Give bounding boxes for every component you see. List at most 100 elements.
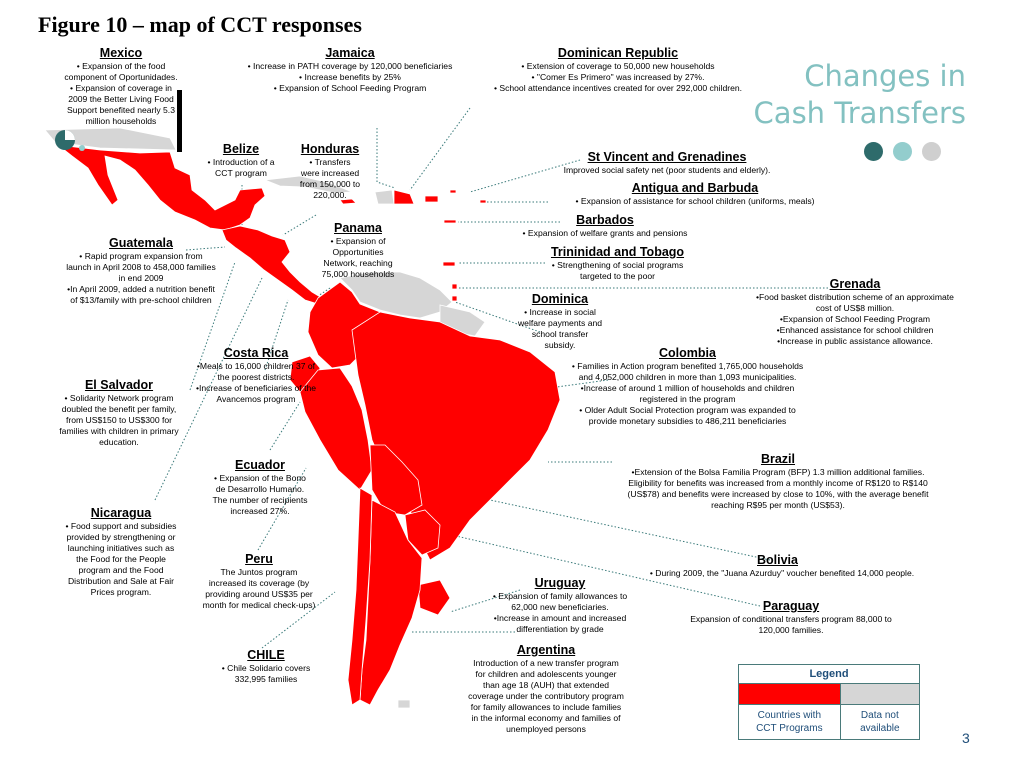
country-dominican-text: • Extension of coverage to 50,000 new ho…	[493, 61, 743, 93]
country-nicaragua-name: Nicaragua	[90, 506, 152, 520]
legend-title: Legend	[739, 665, 919, 684]
country-trinidad-text: • Strengthening of social programs targe…	[551, 260, 684, 281]
dominica-island	[451, 295, 458, 302]
leader-nicaragua	[154, 277, 263, 501]
country-guatemala-name: Guatemala	[109, 236, 173, 250]
legend-label-cct: Countries with CCT Programs	[739, 705, 841, 739]
country-peru: Peru The Juntos program increased its co…	[186, 552, 332, 611]
country-nicaragua: Nicaragua • Food support and subsidies p…	[46, 506, 196, 598]
country-stvincent: St Vincent and Grenadines Improved socia…	[532, 150, 802, 176]
country-antigua-name: Antigua and Barbuda	[631, 181, 759, 195]
leader-jamaica	[376, 128, 396, 189]
country-costarica-text: •Meals to 16,000 children 37 of the poor…	[195, 361, 317, 404]
country-grenada-name: Grenada	[829, 277, 881, 291]
leader-chile	[261, 591, 336, 649]
country-jamaica-name: Jamaica	[325, 46, 375, 60]
stvincent-island	[449, 189, 457, 194]
leader-dominica	[454, 301, 541, 333]
country-mexico-name: Mexico	[99, 46, 143, 60]
country-mexico-text: • Expansion of the food component of Opo…	[64, 61, 178, 126]
leader-guatemala	[185, 246, 226, 251]
country-argentina-text: Introduction of a new transfer program f…	[468, 658, 624, 734]
country-chile-name: CHILE	[247, 648, 285, 662]
legend-label-na: Data not available	[860, 710, 900, 734]
country-ecuador-name: Ecuador	[234, 458, 285, 472]
country-antigua-text: • Expansion of assistance for school chi…	[575, 196, 815, 206]
leader-elsalvador	[189, 261, 236, 391]
leader-dominican	[409, 107, 471, 191]
country-jamaica: Jamaica • Increase in PATH coverage by 1…	[222, 46, 478, 94]
country-barbados-name: Barbados	[576, 213, 634, 227]
map-legend: Legend Countries with CCT Programs Data …	[738, 664, 920, 740]
country-belize: Belize • Introduction of a CCT program	[195, 142, 287, 179]
country-honduras: Honduras • Transfers were increased from…	[285, 142, 375, 201]
country-costarica-name: Costa Rica	[223, 346, 289, 360]
country-nicaragua-text: • Food support and subsidies provided by…	[65, 521, 177, 597]
country-dominican-name: Dominican Republic	[557, 46, 679, 60]
country-colombia-name: Colombia	[659, 346, 716, 360]
peru-shape	[299, 367, 373, 491]
country-grenada-text: •Food basket distribution scheme of an a…	[756, 292, 954, 346]
grenada-island	[451, 283, 458, 290]
puerto-rico-shape	[424, 195, 439, 203]
brand-dot-grey	[922, 142, 941, 161]
leader-panama	[317, 287, 331, 297]
brand-dots	[864, 142, 941, 161]
country-guatemala-text: • Rapid program expansion from launch in…	[66, 251, 216, 305]
legend-labels: Countries with CCT Programs Data not ava…	[739, 705, 919, 739]
cuba-shape	[264, 175, 353, 194]
barbados-island	[443, 219, 457, 224]
antigua-island	[479, 199, 487, 204]
trinidad-island	[442, 261, 456, 267]
country-barbados: Barbados • Expansion of welfare grants a…	[500, 213, 710, 239]
country-honduras-text: • Transfers were increased from 150,000 …	[299, 157, 361, 200]
country-antigua: Antigua and Barbuda • Expansion of assis…	[545, 181, 845, 207]
leader-stvincent	[469, 159, 581, 193]
country-dominica: Dominica • Increase in social welfare pa…	[500, 292, 620, 351]
country-peru-text: The Juntos program increased its coverag…	[202, 567, 316, 610]
country-uruguay-text: • Expansion of family allowances to 62,0…	[492, 591, 628, 634]
brand-line-2: Cash Transfers	[753, 96, 966, 130]
country-elsalvador-name: El Salvador	[84, 378, 154, 392]
country-jamaica-text: • Increase in PATH coverage by 120,000 b…	[247, 61, 453, 93]
country-elsalvador-text: • Solidarity Network program doubled the…	[59, 393, 179, 447]
leader-ecuador	[269, 401, 301, 451]
country-dominica-name: Dominica	[531, 292, 589, 306]
country-trinidad: Trininidad and Tobago • Strengthening of…	[530, 245, 705, 282]
legend-swatch-cct	[739, 684, 842, 704]
jamaica-shape	[339, 198, 357, 205]
country-panama-name: Panama	[334, 221, 382, 235]
falklands-shape	[397, 699, 411, 709]
legend-swatch-na	[841, 684, 919, 704]
country-colombia-text: • Families in Action program benefited 1…	[571, 361, 804, 426]
country-bolivia: Bolivia • During 2009, the "Juana Azurdu…	[618, 553, 946, 579]
country-elsalvador: El Salvador • Solidarity Network program…	[38, 378, 200, 448]
dominican-shape	[393, 189, 415, 205]
brand-line-1: Changes in	[804, 59, 966, 93]
country-grenada: Grenada •Food basket distribution scheme…	[730, 277, 980, 347]
vertical-bar-decoration	[177, 90, 182, 152]
leader-paraguay	[429, 529, 761, 607]
country-uruguay-name: Uruguay	[534, 576, 586, 590]
country-bolivia-text: • During 2009, the "Juana Azurduy" vouch…	[649, 568, 915, 578]
country-brazil-text: •Extension of the Bolsa Familia Program …	[627, 467, 929, 510]
country-bolivia-name: Bolivia	[757, 553, 798, 567]
country-chile: CHILE • Chile Solidario covers 332,995 f…	[200, 648, 332, 685]
hispaniola-shape	[374, 189, 395, 205]
country-panama: Panama • Expansion of Opportunities Netw…	[306, 221, 410, 280]
bolivia-shape	[369, 444, 423, 516]
country-honduras-name: Honduras	[300, 142, 360, 156]
country-stvincent-text: Improved social safety net (poor student…	[563, 165, 771, 175]
central-america-shape	[221, 225, 323, 305]
country-colombia: Colombia • Families in Action program be…	[545, 346, 830, 427]
argentina-shape	[359, 499, 423, 706]
country-paraguay-text: Expansion of conditional transfers progr…	[690, 614, 892, 635]
country-paraguay-name: Paraguay	[762, 599, 820, 613]
page-number: 3	[962, 730, 970, 746]
pie-marker	[55, 130, 75, 150]
country-belize-text: • Introduction of a CCT program	[207, 157, 275, 178]
country-brazil: Brazil •Extension of the Bolsa Familia P…	[588, 452, 968, 511]
country-trinidad-name: Trininidad and Tobago	[550, 245, 685, 259]
country-ecuador-text: • Expansion of the Bono de Desarrollo Hu…	[212, 473, 308, 516]
